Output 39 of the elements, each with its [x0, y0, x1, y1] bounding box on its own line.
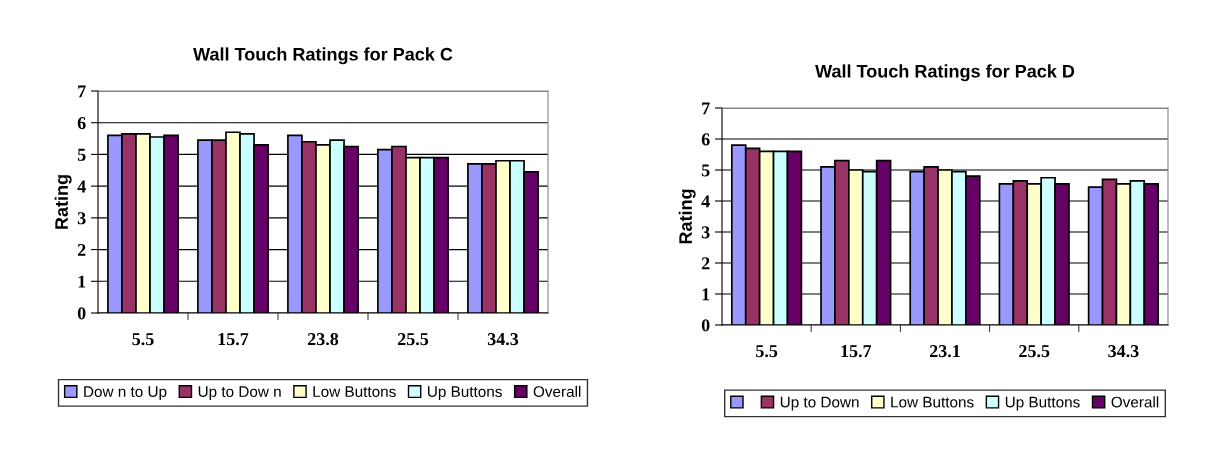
y-tick-label: 1: [78, 275, 86, 288]
legend-label: Up to Down: [780, 396, 859, 411]
y-tick-label: 3: [701, 226, 710, 239]
x-tick-label: 34.3: [1108, 345, 1139, 358]
y-tick-label: 0: [701, 319, 710, 332]
x-tick-label: 5.5: [132, 333, 154, 346]
legend-label: Low Buttons: [891, 396, 974, 408]
legend-label: Overall: [533, 385, 581, 398]
y-tick-label: 7: [78, 85, 86, 98]
y-tick-label: 5: [701, 164, 710, 177]
y-tick-label: 2: [701, 257, 710, 270]
y-tick-label: 5: [77, 148, 86, 161]
y-tick-label: 4: [701, 195, 710, 208]
x-tick-label: 15.7: [218, 333, 249, 346]
x-tick-label: 25.5: [1019, 345, 1050, 358]
y-tick-label: 6: [701, 133, 710, 146]
x-tick-label: 34.3: [487, 333, 519, 346]
legend-label: Dow n to Up: [84, 386, 167, 401]
x-tick-label: 23.8: [307, 332, 339, 346]
chart-title: Wall Touch Ratings for Pack C: [193, 47, 453, 65]
x-tick-label: 15.7: [841, 345, 872, 358]
legend-label: Overall: [1111, 396, 1159, 408]
y-tick-label: 4: [77, 180, 86, 193]
legend-label: Up to Dow n: [198, 386, 281, 401]
x-tick-label: 23.1: [929, 345, 960, 358]
y-tick-label: 3: [77, 212, 86, 225]
y-axis-title: Rating: [678, 189, 696, 244]
x-tick-label: 25.5: [397, 333, 429, 346]
y-tick-label: 1: [702, 288, 710, 301]
legend-label: Low Buttons: [313, 386, 396, 398]
y-tick-label: 0: [77, 307, 86, 320]
x-tick-label: 5.5: [756, 345, 778, 358]
legend-label: Up Buttons: [428, 386, 502, 401]
y-tick-label: 2: [77, 243, 86, 256]
chart-title: Wall Touch Ratings for Pack D: [815, 64, 1075, 82]
y-tick-label: 7: [702, 102, 710, 115]
legend-label: Up Buttons: [1005, 396, 1080, 411]
y-axis-title: Rating: [54, 175, 72, 229]
y-tick-label: 6: [77, 117, 86, 130]
